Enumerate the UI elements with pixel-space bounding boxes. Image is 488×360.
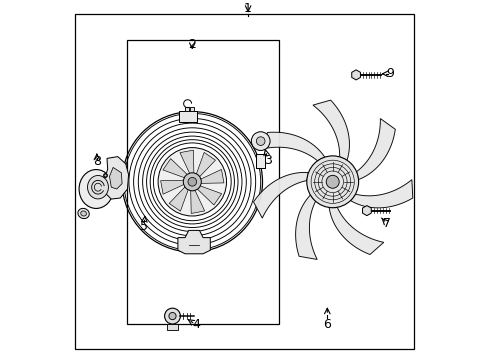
Polygon shape	[253, 172, 308, 218]
Polygon shape	[196, 185, 221, 205]
Bar	[190, 107, 193, 111]
Circle shape	[164, 308, 180, 324]
Bar	[185, 107, 188, 111]
Polygon shape	[195, 152, 215, 178]
Ellipse shape	[81, 211, 86, 216]
Polygon shape	[356, 118, 394, 180]
Polygon shape	[163, 159, 188, 178]
Text: 7: 7	[382, 217, 390, 230]
Text: 9: 9	[386, 67, 393, 80]
Text: 5: 5	[140, 220, 147, 233]
Polygon shape	[351, 70, 360, 80]
Circle shape	[306, 156, 358, 208]
Polygon shape	[161, 180, 185, 194]
Bar	[256, 154, 264, 168]
Circle shape	[187, 177, 196, 186]
Bar	[167, 324, 177, 330]
Ellipse shape	[78, 208, 89, 219]
Text: 2: 2	[188, 39, 196, 51]
Polygon shape	[260, 132, 324, 161]
Text: 8: 8	[93, 156, 101, 168]
Circle shape	[256, 137, 264, 145]
Polygon shape	[104, 157, 128, 199]
Polygon shape	[190, 189, 204, 213]
Circle shape	[325, 175, 339, 188]
Polygon shape	[362, 206, 370, 216]
Polygon shape	[312, 100, 349, 160]
Bar	[127, 40, 278, 324]
Circle shape	[251, 132, 269, 150]
Polygon shape	[199, 170, 224, 183]
Text: 4: 4	[192, 318, 200, 331]
Text: 3: 3	[264, 154, 271, 167]
Polygon shape	[109, 167, 122, 189]
Polygon shape	[295, 195, 317, 260]
Ellipse shape	[79, 170, 113, 208]
Bar	[179, 111, 197, 122]
Polygon shape	[169, 186, 188, 211]
Circle shape	[168, 312, 176, 320]
Text: 6: 6	[323, 318, 330, 330]
Polygon shape	[178, 230, 210, 254]
Polygon shape	[350, 180, 412, 208]
Polygon shape	[180, 150, 194, 175]
Circle shape	[158, 148, 226, 216]
Ellipse shape	[87, 176, 108, 199]
Text: 1: 1	[244, 3, 251, 15]
Polygon shape	[328, 207, 383, 255]
Circle shape	[183, 173, 201, 191]
